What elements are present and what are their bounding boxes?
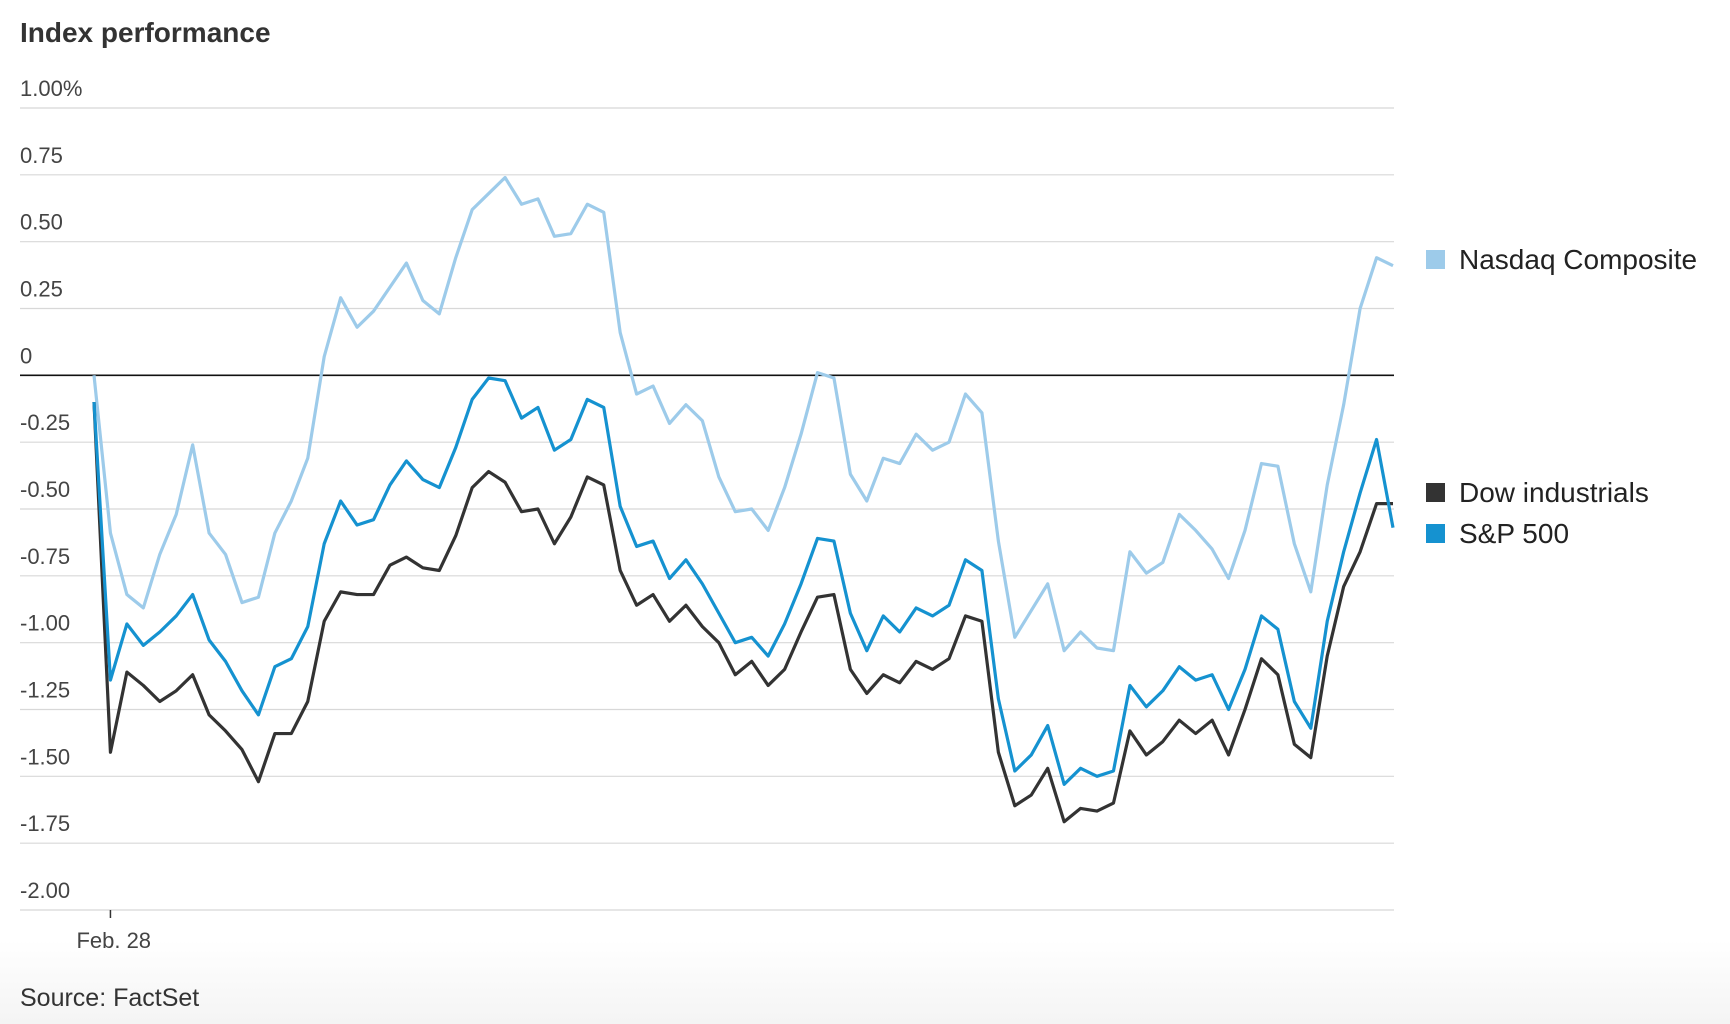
y-tick-label: -2.00 [20, 878, 70, 903]
series-line [92, 376, 1395, 786]
x-tick-label: Feb. 28 [76, 928, 151, 953]
y-tick-label: -0.50 [20, 477, 70, 502]
y-tick-label: -1.75 [20, 811, 70, 836]
chart-title: Index performance [20, 17, 271, 48]
y-tick-label: 1.00% [20, 76, 82, 101]
legend-swatch [1426, 483, 1445, 502]
y-tick-label: -1.50 [20, 744, 70, 769]
y-tick-label: -0.75 [20, 544, 70, 569]
legend-label: Dow industrials [1459, 477, 1649, 508]
y-tick-label: -1.25 [20, 678, 70, 703]
source-note: Source: FactSet [20, 984, 199, 1012]
legend-swatch [1426, 250, 1445, 269]
legend-swatch [1426, 524, 1445, 543]
legend-label: Nasdaq Composite [1459, 244, 1697, 275]
legend-label: S&P 500 [1459, 518, 1569, 549]
y-tick-label: 0.25 [20, 277, 63, 302]
series-line [92, 175, 1394, 653]
y-tick-label: -1.00 [20, 611, 70, 636]
y-tick-label: 0.75 [20, 143, 63, 168]
y-tick-label: 0.50 [20, 210, 63, 235]
series-line [92, 401, 1393, 824]
y-tick-label: -0.25 [20, 410, 70, 435]
y-tick-label: 0 [20, 343, 32, 368]
